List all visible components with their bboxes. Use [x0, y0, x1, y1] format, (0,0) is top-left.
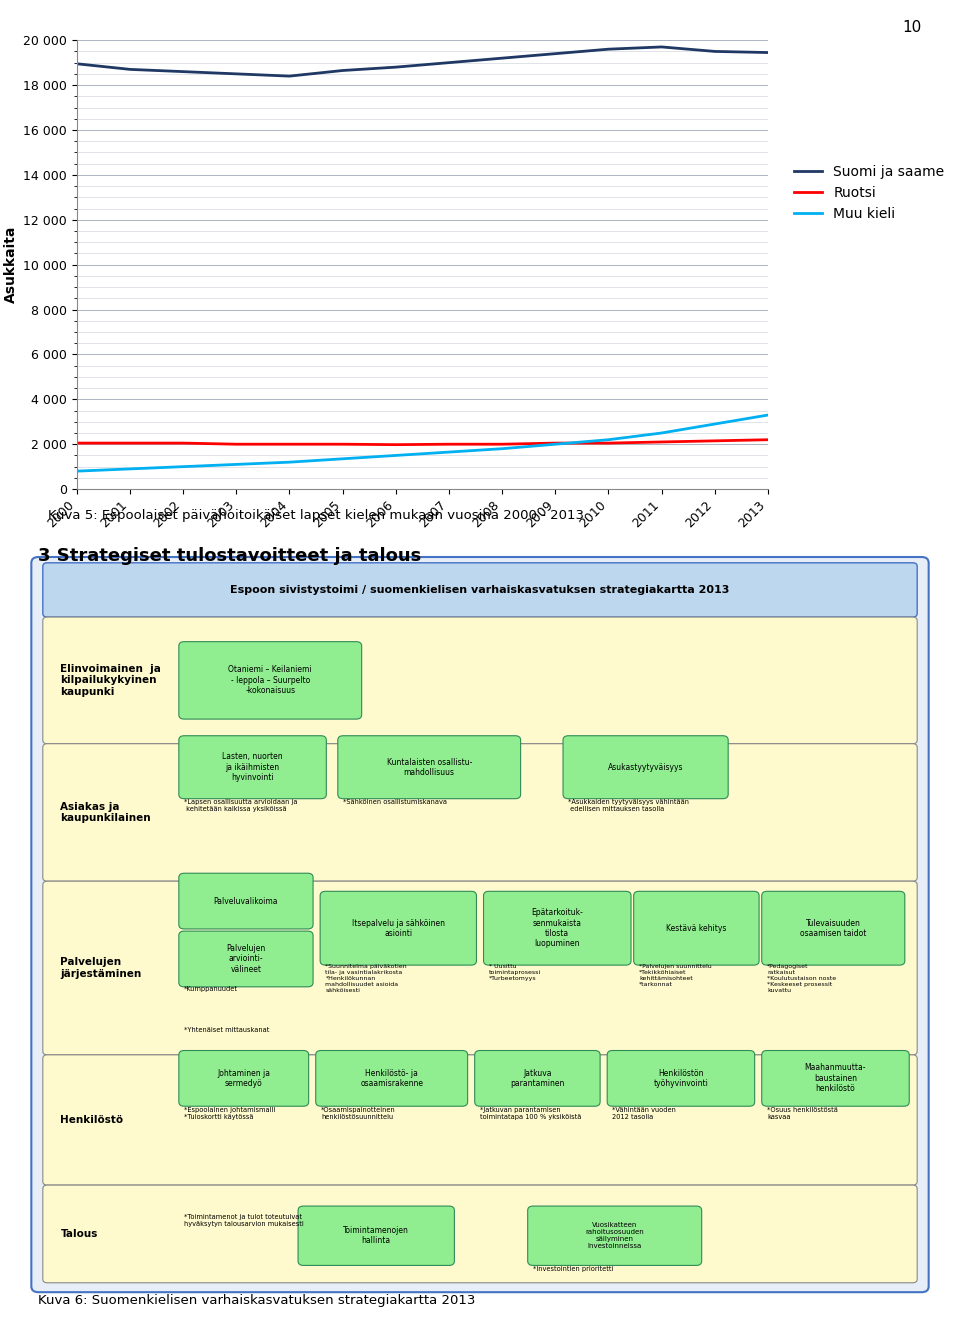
Text: Itsepalvelu ja sähköinen
asiointi: Itsepalvelu ja sähköinen asiointi [351, 918, 444, 938]
Text: Toimintamenojen
hallinta: Toimintamenojen hallinta [344, 1226, 409, 1245]
FancyBboxPatch shape [179, 642, 362, 720]
Text: *Lapsen osallisuutta arvioidaan ja
 kehitetään kaikissa yksiköissä: *Lapsen osallisuutta arvioidaan ja kehit… [184, 799, 298, 812]
Text: Otaniemi – Keilaniemi
- leppola – Suurpelto
-kokonaisuus: Otaniemi – Keilaniemi - leppola – Suurpe… [228, 666, 312, 695]
Text: Asiakas ja
kaupunkilainen: Asiakas ja kaupunkilainen [60, 801, 151, 823]
Text: *Sähköinen osallistumiskanava: *Sähköinen osallistumiskanava [343, 799, 447, 805]
Text: Talous: Talous [60, 1229, 98, 1240]
FancyBboxPatch shape [338, 736, 520, 799]
FancyBboxPatch shape [43, 882, 917, 1055]
Text: *Toimintamenot ja tulot toteutuivat
hyväksytyn talousarvion mukaisesti: *Toimintamenot ja tulot toteutuivat hyvä… [184, 1214, 304, 1227]
Text: *Espoolainen johtamismalli
*Tuloskortti käytössä: *Espoolainen johtamismalli *Tuloskortti … [184, 1107, 276, 1120]
FancyBboxPatch shape [43, 1185, 917, 1282]
Text: *Kumppanuudet: *Kumppanuudet [184, 986, 238, 992]
FancyBboxPatch shape [43, 563, 917, 616]
FancyBboxPatch shape [298, 1206, 454, 1265]
FancyBboxPatch shape [179, 1051, 309, 1107]
FancyBboxPatch shape [179, 931, 313, 986]
Text: Palvelujen
arviointi-
välineet: Palvelujen arviointi- välineet [227, 945, 266, 974]
Text: Tulevaisuuden
osaamisen taidot: Tulevaisuuden osaamisen taidot [800, 918, 867, 938]
Text: *Yhtenäiset mittauskanat: *Yhtenäiset mittauskanat [184, 1028, 270, 1033]
Text: *Osaamispainotteinen
henkilöstösuunnittelu: *Osaamispainotteinen henkilöstösuunnitte… [321, 1107, 396, 1120]
Text: Lasten, nuorten
ja ikäihmisten
hyvinvointi: Lasten, nuorten ja ikäihmisten hyvinvoin… [223, 752, 283, 783]
FancyBboxPatch shape [761, 891, 905, 965]
Text: Henkilöstön
työhyvinvointi: Henkilöstön työhyvinvointi [654, 1069, 708, 1088]
Text: *Osuus henkilöstöstä
kasvaa: *Osuus henkilöstöstä kasvaa [767, 1107, 838, 1120]
Text: Johtaminen ja
sermedyö: Johtaminen ja sermedyö [217, 1069, 271, 1088]
Text: *Investointien prioritetti: *Investointien prioritetti [533, 1266, 613, 1272]
FancyBboxPatch shape [43, 1055, 917, 1185]
Text: *Asukkaiden tyytyväisyys vähintään
 edellisen mittauksen tasolla: *Asukkaiden tyytyväisyys vähintään edell… [568, 799, 689, 812]
Text: *Palvelujen suunnittelu
*Tekikköhiaiset
kehittämisohteet
*tarkonnat: *Palvelujen suunnittelu *Tekikköhiaiset … [639, 965, 711, 986]
FancyBboxPatch shape [528, 1206, 702, 1265]
Text: Henkilöstö: Henkilöstö [60, 1115, 124, 1126]
Text: Kestävä kehitys: Kestävä kehitys [666, 923, 727, 933]
Text: *Vähintään vuoden
2012 tasolla: *Vähintään vuoden 2012 tasolla [612, 1107, 677, 1120]
FancyBboxPatch shape [43, 744, 917, 882]
FancyBboxPatch shape [179, 874, 313, 929]
FancyBboxPatch shape [316, 1051, 468, 1107]
Text: Palveluvalikoima: Palveluvalikoima [214, 896, 278, 906]
Text: *Pedagogiset
ratkaisut
*Koulutustaison noste
*Keskeeset prosessit
kuvattu: *Pedagogiset ratkaisut *Koulutustaison n… [767, 965, 836, 993]
FancyBboxPatch shape [563, 736, 729, 799]
Text: 10: 10 [902, 20, 922, 35]
Text: Asukastyytyväisyys: Asukastyytyväisyys [608, 762, 684, 772]
Text: 3 Strategiset tulostavoitteet ja talous: 3 Strategiset tulostavoitteet ja talous [38, 547, 421, 564]
FancyBboxPatch shape [43, 616, 917, 744]
FancyBboxPatch shape [320, 891, 476, 965]
Text: *Jatkuvan parantamisen
toimintatapa 100 % yksiköistä: *Jatkuvan parantamisen toimintatapa 100 … [480, 1107, 582, 1120]
Text: * Uusittu
toimintaprosessi
*Turbeetomyys: * Uusittu toimintaprosessi *Turbeetomyys [489, 965, 540, 981]
FancyBboxPatch shape [634, 891, 759, 965]
Text: Vuosikatteen
rahoitusosuuden
säilyminen
Investoinneissa: Vuosikatteen rahoitusosuuden säilyminen … [586, 1222, 644, 1249]
Text: Elinvoimainen  ja
kilpailukykyinen
kaupunki: Elinvoimainen ja kilpailukykyinen kaupun… [60, 663, 161, 697]
Text: Jatkuva
parantaminen: Jatkuva parantaminen [510, 1069, 564, 1088]
FancyBboxPatch shape [761, 1051, 909, 1107]
FancyBboxPatch shape [474, 1051, 600, 1107]
Text: Kuntalaisten osallistu-
mahdollisuus: Kuntalaisten osallistu- mahdollisuus [387, 757, 472, 777]
Legend: Suomi ja saame, Ruotsi, Muu kieli: Suomi ja saame, Ruotsi, Muu kieli [789, 159, 949, 226]
FancyBboxPatch shape [484, 891, 631, 965]
Y-axis label: Asukkaita: Asukkaita [4, 226, 17, 303]
Text: Epätarkoituk-
senmukaista
tilosta
luopuminen: Epätarkoituk- senmukaista tilosta luopum… [531, 909, 584, 949]
Text: *Suunnitelma päiväkotien
tila- ja vasintialakrikosta
*Henkilökunnan
mahdollisuud: *Suunnitelma päiväkotien tila- ja vasint… [325, 965, 407, 993]
Text: Maahanmuutta-
baustainen
henkilöstö: Maahanmuutta- baustainen henkilöstö [804, 1064, 866, 1093]
FancyBboxPatch shape [179, 736, 326, 799]
FancyBboxPatch shape [32, 557, 928, 1292]
Text: Palvelujen
järjestäminen: Palvelujen järjestäminen [60, 957, 142, 978]
Text: Kuva 6: Suomenkielisen varhaiskasvatuksen strategiakartta 2013: Kuva 6: Suomenkielisen varhaiskasvatukse… [38, 1294, 476, 1308]
Text: Espoon sivistystoimi / suomenkielisen varhaiskasvatuksen strategiakartta 2013: Espoon sivistystoimi / suomenkielisen va… [230, 584, 730, 595]
Text: Henkilöstö- ja
osaamisrakenne: Henkilöstö- ja osaamisrakenne [360, 1069, 423, 1088]
FancyBboxPatch shape [607, 1051, 755, 1107]
Text: Kuva 5: Espoolaiset päivähoitoikäiset lapset kielen mukaan vuosina 2000 - 2013: Kuva 5: Espoolaiset päivähoitoikäiset la… [48, 509, 584, 523]
